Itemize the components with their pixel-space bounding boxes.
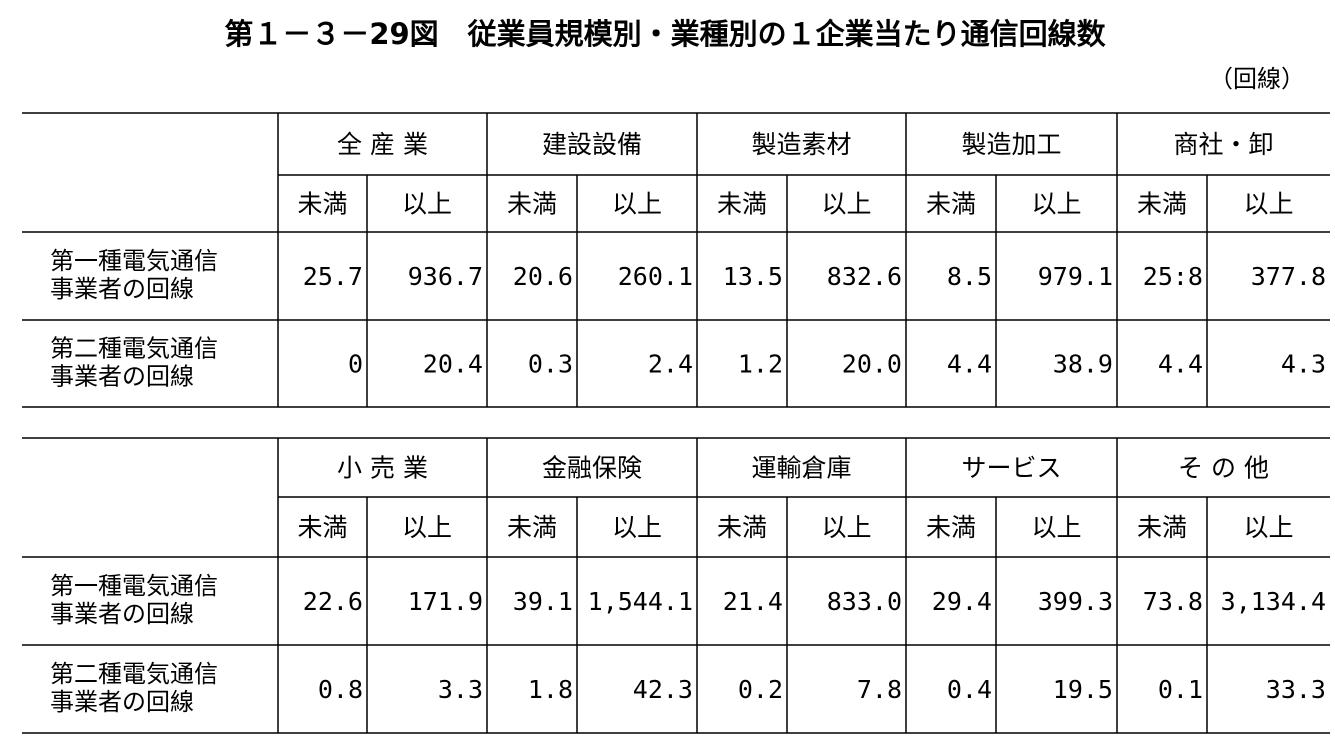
sub-header: 以上 bbox=[402, 513, 452, 542]
sub-header: 以上 bbox=[402, 190, 452, 219]
cell-value: 979.1 bbox=[1038, 262, 1113, 291]
sub-header: 未満 bbox=[297, 190, 347, 219]
cell-value: 0.1 bbox=[1158, 675, 1203, 704]
cell-value: 0.4 bbox=[947, 675, 992, 704]
cell-value: 171.9 bbox=[408, 587, 483, 616]
group-header: 製造加工 bbox=[961, 130, 1061, 159]
cell-value: 832.6 bbox=[827, 262, 902, 291]
cell-value: 0 bbox=[348, 350, 363, 379]
cell-value: 19.5 bbox=[1053, 675, 1113, 704]
cell-value: 3.3 bbox=[438, 675, 483, 704]
cell-value: 20.4 bbox=[423, 350, 483, 379]
sub-header: 未満 bbox=[507, 190, 557, 219]
sub-header: 未満 bbox=[717, 513, 767, 542]
cell-value: 29.4 bbox=[932, 587, 992, 616]
group-header: 小 売 業 bbox=[337, 454, 428, 483]
cell-value: 0.3 bbox=[528, 350, 573, 379]
group-header: 製造素材 bbox=[751, 130, 851, 159]
cell-value: 0.2 bbox=[738, 675, 783, 704]
cell-value: 33.3 bbox=[1266, 675, 1326, 704]
row-label: 事業者の回線 bbox=[50, 363, 194, 391]
sub-header: 以上 bbox=[1031, 513, 1081, 542]
cell-value: 1.8 bbox=[528, 675, 573, 704]
sub-header: 以上 bbox=[821, 190, 871, 219]
cell-value: 3,134.4 bbox=[1221, 587, 1326, 616]
group-header: 運輸倉庫 bbox=[751, 454, 851, 483]
group-header: 商社・卸 bbox=[1173, 130, 1273, 159]
cell-value: 833.0 bbox=[827, 587, 902, 616]
sub-header: 以上 bbox=[1243, 513, 1293, 542]
row-label: 事業者の回線 bbox=[50, 600, 194, 628]
row-label: 第二種電気通信 bbox=[50, 335, 218, 363]
group-header: そ の 他 bbox=[1178, 454, 1269, 483]
cell-value: 2.4 bbox=[648, 350, 693, 379]
row-label: 第一種電気通信 bbox=[50, 247, 218, 275]
unit: （回線） bbox=[1209, 65, 1305, 93]
row-label: 第一種電気通信 bbox=[50, 572, 218, 600]
sub-header: 未満 bbox=[926, 190, 976, 219]
sub-header: 未満 bbox=[507, 513, 557, 542]
cell-value: 8.5 bbox=[947, 262, 992, 291]
sub-header: 未満 bbox=[1137, 513, 1187, 542]
sub-header: 以上 bbox=[612, 190, 662, 219]
cell-value: 936.7 bbox=[408, 262, 483, 291]
cell-value: 20.0 bbox=[842, 350, 902, 379]
cell-value: 21.4 bbox=[723, 587, 783, 616]
title: 第１－３－29図 従業員規模別・業種別の１企業当たり通信回線数 bbox=[224, 17, 1106, 51]
sub-header: 未満 bbox=[1137, 190, 1187, 219]
cell-value: 25:8 bbox=[1143, 262, 1203, 291]
cell-value: 260.1 bbox=[618, 262, 693, 291]
sub-header: 未満 bbox=[926, 513, 976, 542]
group-header: 建設設備 bbox=[542, 130, 642, 159]
cell-value: 7.8 bbox=[857, 675, 902, 704]
cell-value: 73.8 bbox=[1143, 587, 1203, 616]
cell-value: 4.4 bbox=[947, 350, 992, 379]
group-header: サービス bbox=[961, 454, 1061, 483]
row-label: 事業者の回線 bbox=[50, 275, 194, 303]
sub-header: 以上 bbox=[1031, 190, 1081, 219]
cell-value: 39.1 bbox=[513, 587, 573, 616]
sub-header: 未満 bbox=[297, 513, 347, 542]
sub-header: 以上 bbox=[821, 513, 871, 542]
cell-value: 377.8 bbox=[1251, 262, 1326, 291]
group-header: 全 産 業 bbox=[337, 130, 428, 159]
cell-value: 4.3 bbox=[1281, 350, 1326, 379]
sub-header: 以上 bbox=[612, 513, 662, 542]
cell-value: 4.4 bbox=[1158, 350, 1203, 379]
row-label: 事業者の回線 bbox=[50, 688, 194, 716]
cell-value: 42.3 bbox=[633, 675, 693, 704]
cell-value: 25.7 bbox=[303, 262, 363, 291]
group-header: 金融保険 bbox=[542, 454, 642, 483]
cell-value: 13.5 bbox=[723, 262, 783, 291]
row-label: 第二種電気通信 bbox=[50, 660, 218, 688]
cell-value: 20.6 bbox=[513, 262, 573, 291]
cell-value: 399.3 bbox=[1038, 587, 1113, 616]
cell-value: 1.2 bbox=[738, 350, 783, 379]
cell-value: 0.8 bbox=[318, 675, 363, 704]
cell-value: 38.9 bbox=[1053, 350, 1113, 379]
cell-value: 1,544.1 bbox=[588, 587, 693, 616]
sub-header: 以上 bbox=[1243, 190, 1293, 219]
cell-value: 22.6 bbox=[303, 587, 363, 616]
sub-header: 未満 bbox=[717, 190, 767, 219]
